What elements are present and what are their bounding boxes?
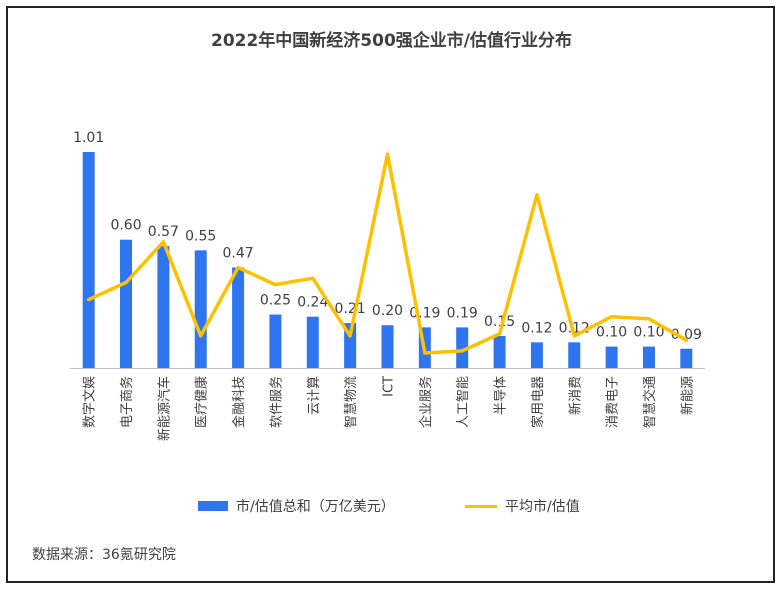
- line-point-8: [386, 152, 389, 156]
- data-label-8: 0.20: [372, 303, 403, 319]
- legend-label-bar: 市/估值总和（万亿美元）: [236, 499, 395, 515]
- data-label-2: 0.57: [148, 224, 179, 240]
- bar-4: [232, 267, 245, 368]
- x-tick-label-9: 企业服务: [418, 376, 434, 428]
- x-tick-label-12: 家用电器: [530, 376, 546, 428]
- data-label-6: 0.24: [297, 295, 328, 311]
- line-point-11: [498, 332, 502, 336]
- chart-legend: 市/估值总和（万亿美元） 平均市/估值: [0, 496, 783, 516]
- line-point-4: [236, 265, 240, 269]
- x-tick-label-10: 人工智能: [456, 376, 471, 428]
- legend-item-line: 平均市/估值: [465, 496, 580, 516]
- x-tick-label-1: 电子商务: [119, 376, 135, 428]
- x-tick-label-11: 半导体: [494, 376, 509, 415]
- bar-0: [82, 152, 95, 368]
- data-label-15: 0.10: [633, 325, 664, 341]
- bar-2: [157, 246, 170, 368]
- chart-frame: [6, 6, 775, 583]
- bar-6: [306, 316, 319, 368]
- line-point-1: [124, 280, 128, 284]
- line-point-12: [535, 193, 539, 197]
- bar-8: [381, 325, 394, 368]
- data-label-4: 0.47: [223, 245, 254, 261]
- line-point-6: [311, 276, 315, 280]
- data-label-3: 0.55: [185, 228, 216, 244]
- x-tick-label-3: 医疗健康: [194, 376, 210, 428]
- bar-3: [194, 250, 207, 368]
- data-label-10: 0.19: [447, 305, 478, 321]
- legend-label-line: 平均市/估值: [505, 499, 580, 515]
- data-label-16: 0.09: [671, 327, 702, 343]
- line-point-5: [273, 283, 277, 287]
- bar-11: [493, 335, 506, 368]
- data-label-5: 0.25: [260, 293, 291, 309]
- line-point-3: [199, 334, 203, 338]
- data-label-14: 0.10: [596, 325, 627, 341]
- avg-valuation-line: [86, 152, 689, 355]
- x-tick-label-2: 新能源汽车: [156, 376, 172, 441]
- x-tick-label-4: 金融科技: [231, 376, 247, 428]
- chart-title: 2022年中国新经济500强企业市/估值行业分布: [210, 31, 572, 51]
- source-note: 数据来源：36氪研究院: [32, 547, 176, 563]
- x-tick-label-16: 新能源: [679, 376, 695, 415]
- data-label-1: 0.60: [110, 218, 141, 234]
- bar-1: [120, 239, 133, 368]
- line-point-0: [87, 298, 91, 302]
- x-tick-label-8: ICT: [382, 376, 397, 397]
- line-point-7: [348, 334, 352, 338]
- bar-16: [680, 348, 693, 368]
- data-label-11: 0.15: [484, 314, 515, 330]
- bar-10: [456, 327, 469, 368]
- x-tick-label-0: 数字文娱: [83, 376, 98, 428]
- line-point-9: [423, 351, 427, 355]
- bar-12: [530, 342, 543, 368]
- x-tick-label-6: 云计算: [307, 376, 322, 415]
- data-label-12: 0.12: [521, 320, 552, 336]
- legend-bar-swatch: [198, 501, 228, 511]
- legend-line-swatch: [465, 504, 497, 508]
- x-tick-label-5: 软件服务: [268, 376, 284, 428]
- line-point-10: [460, 349, 464, 353]
- line-point-14: [610, 315, 614, 319]
- x-tick-label-15: 智慧交通: [642, 376, 658, 428]
- bar-14: [605, 346, 618, 368]
- x-tick-label-14: 消费电子: [606, 376, 621, 428]
- bar-5: [269, 314, 282, 368]
- line-point-2: [161, 240, 165, 244]
- x-tick-label-13: 新消费: [567, 376, 583, 415]
- bar-15: [642, 346, 655, 368]
- line-point-15: [647, 317, 651, 321]
- line-point-16: [684, 338, 688, 342]
- data-label-9: 0.19: [409, 305, 440, 321]
- bar-13: [568, 342, 581, 368]
- data-label-0: 1.01: [73, 130, 104, 146]
- data-label-7: 0.21: [335, 301, 366, 317]
- x-tick-label-7: 智慧物流: [343, 376, 359, 428]
- legend-item-bar: 市/估值总和（万亿美元）: [198, 496, 395, 516]
- line-point-13: [572, 334, 576, 338]
